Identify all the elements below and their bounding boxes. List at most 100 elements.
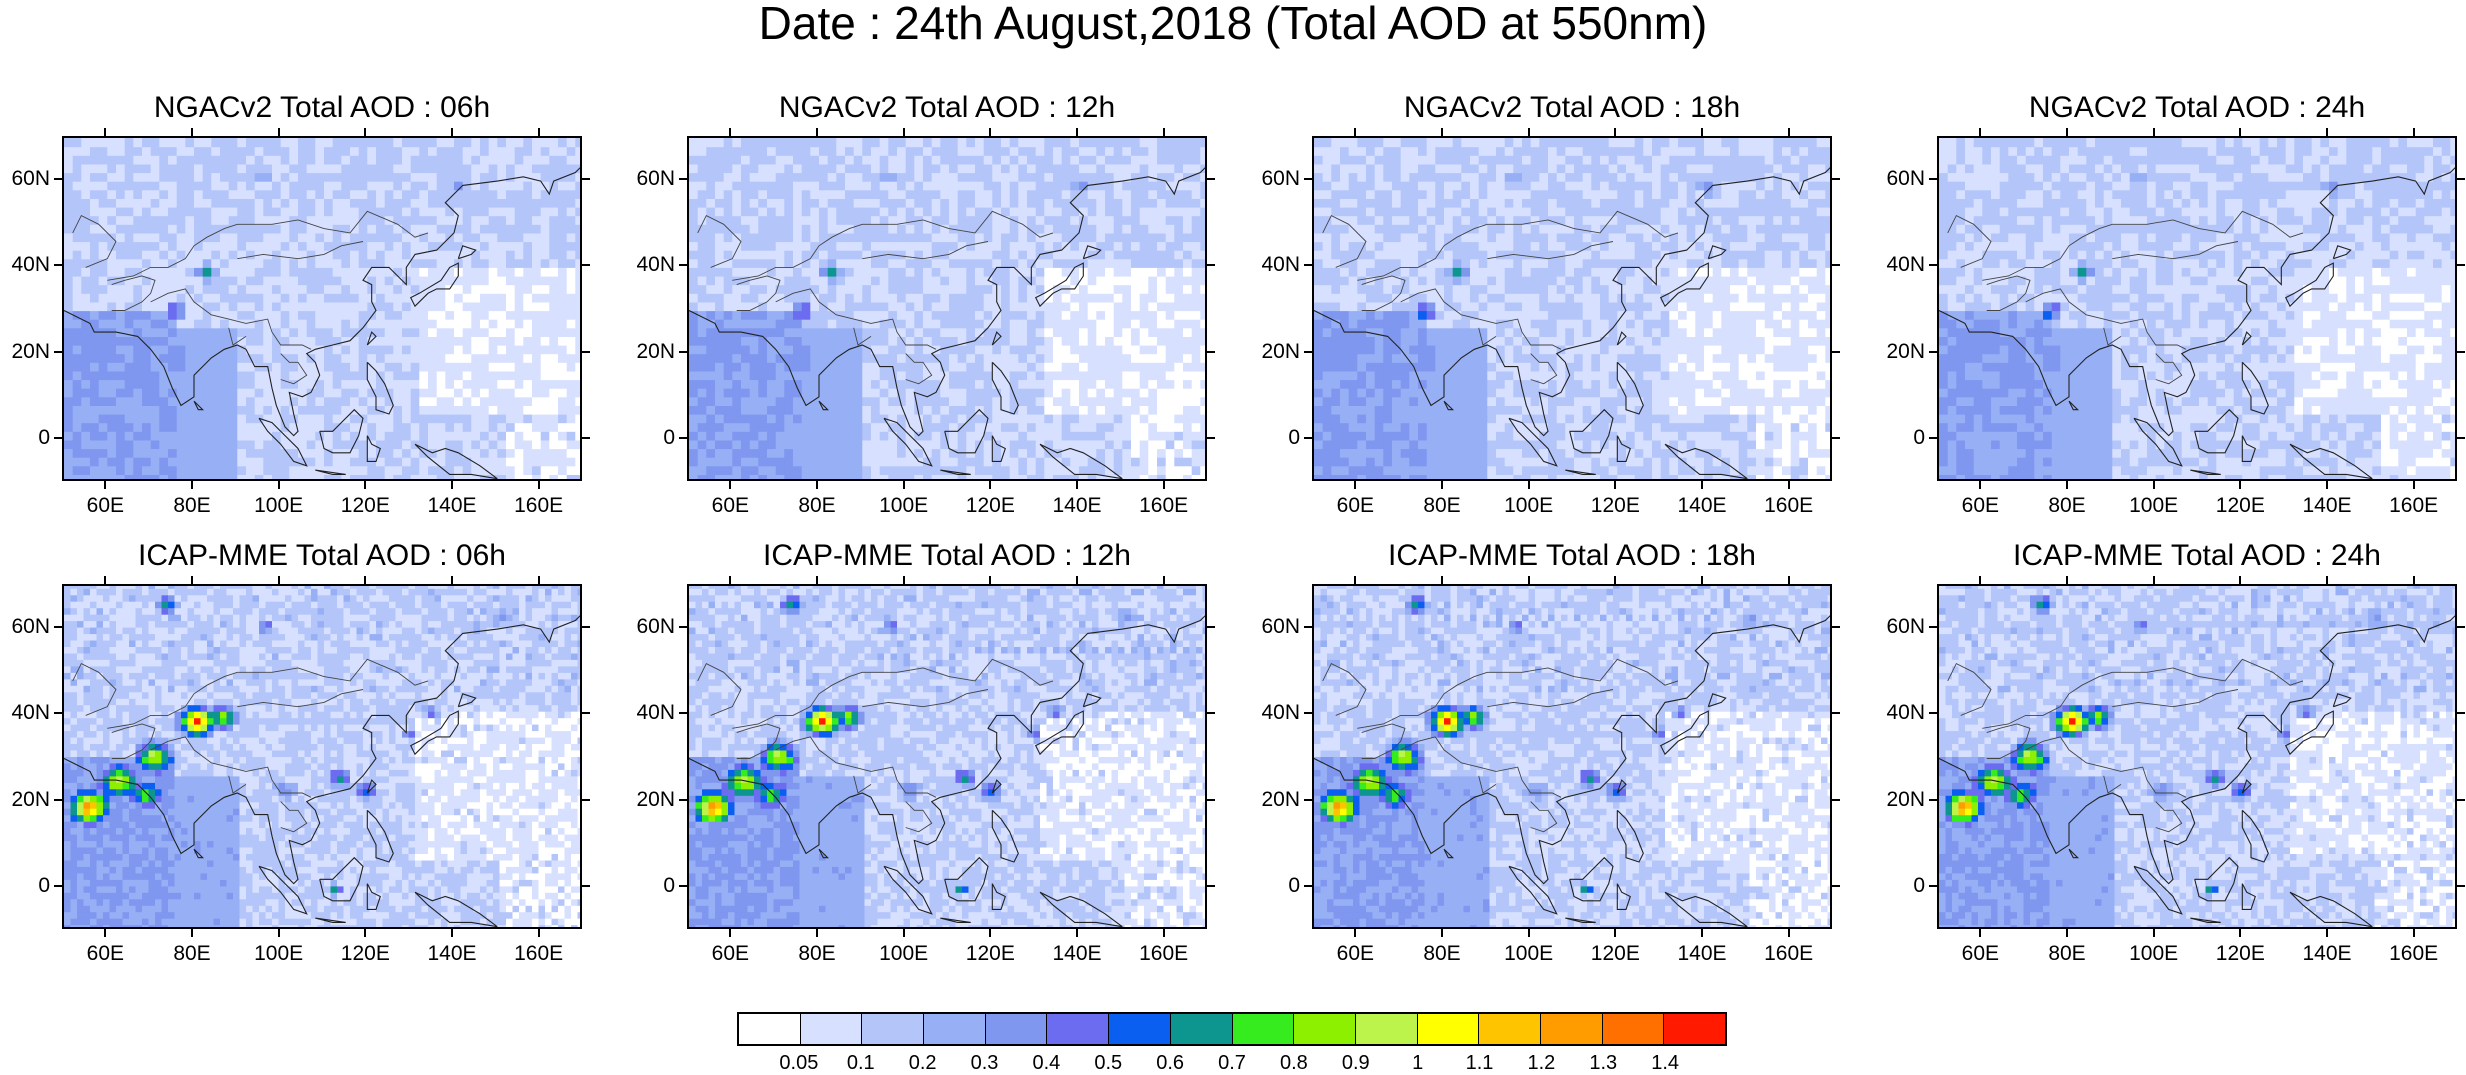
lon-tick (278, 481, 280, 489)
lat-tick (2457, 437, 2465, 439)
lat-tick (1207, 437, 1215, 439)
lat-label: 40N (1865, 254, 1925, 276)
lon-tick (989, 576, 991, 584)
lat-label: 40N (615, 702, 675, 724)
lat-tick (54, 351, 62, 353)
lon-label: 100E (1494, 943, 1564, 965)
lon-label: 60E (1320, 495, 1390, 517)
lat-tick (1832, 799, 1840, 801)
lat-label: 60N (615, 616, 675, 638)
colorbar-label: 0.1 (831, 1052, 891, 1075)
lon-label: 160E (504, 943, 574, 965)
lon-label: 80E (782, 495, 852, 517)
lon-tick (1076, 481, 1078, 489)
lat-tick (1832, 885, 1840, 887)
lat-tick (2457, 264, 2465, 266)
lat-label: 40N (615, 254, 675, 276)
lon-tick (2413, 576, 2415, 584)
lon-tick (1163, 929, 1165, 937)
lon-label: 80E (157, 943, 227, 965)
lon-tick (2153, 481, 2155, 489)
lat-tick (1929, 437, 1937, 439)
lat-tick (54, 712, 62, 714)
lon-label: 100E (869, 943, 939, 965)
figure-title: Date : 24th August,2018 (Total AOD at 55… (0, 0, 2466, 50)
lat-tick (1207, 799, 1215, 801)
lon-tick (1788, 576, 1790, 584)
lon-tick (2326, 128, 2328, 136)
panel-title: ICAP-MME Total AOD : 24h (1937, 539, 2457, 573)
lat-label: 20N (1240, 341, 1300, 363)
lon-tick (1528, 929, 1530, 937)
lon-label: 120E (955, 495, 1025, 517)
lat-tick (2457, 712, 2465, 714)
lon-tick (104, 929, 106, 937)
colorbar-box (801, 1014, 863, 1044)
lon-tick (538, 128, 540, 136)
colorbar-label: 1.4 (1635, 1052, 1695, 1075)
lat-label: 20N (0, 789, 50, 811)
lon-tick (729, 929, 731, 937)
lat-tick (1207, 885, 1215, 887)
lon-label: 100E (244, 943, 314, 965)
lon-tick (989, 481, 991, 489)
lon-tick (989, 929, 991, 937)
lon-label: 120E (330, 495, 400, 517)
colorbar-label: 1.3 (1573, 1052, 1633, 1075)
aod-map-panel (62, 584, 582, 929)
colorbar-box (1664, 1014, 1725, 1044)
lat-label: 20N (1865, 789, 1925, 811)
lat-tick (1832, 264, 1840, 266)
lon-tick (191, 128, 193, 136)
colorbar-box (1047, 1014, 1109, 1044)
lon-label: 100E (244, 495, 314, 517)
lon-tick (2066, 929, 2068, 937)
lat-label: 40N (0, 702, 50, 724)
lat-label: 0 (1865, 427, 1925, 449)
panel-title: ICAP-MME Total AOD : 12h (687, 539, 1207, 573)
aod-map-panel (62, 136, 582, 481)
lon-tick (538, 481, 540, 489)
lon-tick (2239, 481, 2241, 489)
lon-tick (1528, 576, 1530, 584)
lat-label: 20N (1865, 341, 1925, 363)
lon-tick (1701, 481, 1703, 489)
lat-tick (1304, 351, 1312, 353)
lon-tick (104, 128, 106, 136)
lat-tick (54, 437, 62, 439)
lat-tick (679, 885, 687, 887)
lon-label: 60E (1945, 495, 2015, 517)
lon-tick (2239, 128, 2241, 136)
lon-label: 140E (1042, 943, 1112, 965)
lon-tick (903, 576, 905, 584)
lon-label: 100E (2119, 943, 2189, 965)
colorbar-label: 0.4 (1016, 1052, 1076, 1075)
lat-tick (1207, 351, 1215, 353)
lat-tick (679, 712, 687, 714)
lat-label: 0 (615, 427, 675, 449)
colorbar-box (862, 1014, 924, 1044)
lat-label: 20N (1240, 789, 1300, 811)
lat-tick (1832, 178, 1840, 180)
lat-label: 0 (0, 875, 50, 897)
lat-tick (1929, 799, 1937, 801)
colorbar-box (1418, 1014, 1480, 1044)
aod-map-panel (1312, 136, 1832, 481)
lon-tick (989, 128, 991, 136)
lon-tick (278, 929, 280, 937)
lat-tick (1929, 712, 1937, 714)
lon-tick (1354, 128, 1356, 136)
lon-label: 160E (2379, 943, 2449, 965)
lon-label: 120E (1580, 943, 1650, 965)
lon-tick (364, 481, 366, 489)
lon-tick (1441, 481, 1443, 489)
aod-map-panel (687, 584, 1207, 929)
lat-tick (582, 264, 590, 266)
lat-tick (1304, 712, 1312, 714)
lon-label: 160E (504, 495, 574, 517)
lon-label: 60E (695, 943, 765, 965)
lat-tick (54, 626, 62, 628)
lat-label: 60N (0, 616, 50, 638)
lat-tick (1207, 626, 1215, 628)
colorbar-label: 0.2 (893, 1052, 953, 1075)
